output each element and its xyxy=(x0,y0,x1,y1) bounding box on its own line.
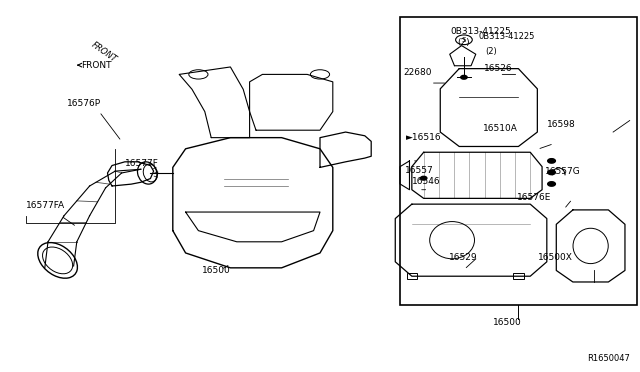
Text: (2): (2) xyxy=(457,38,470,47)
Text: 0B313-41225: 0B313-41225 xyxy=(478,32,534,41)
Text: ►16516: ►16516 xyxy=(406,133,442,142)
Text: R1650047: R1650047 xyxy=(588,355,630,363)
Text: 16557G: 16557G xyxy=(545,167,581,176)
Text: 16546: 16546 xyxy=(412,177,440,186)
Text: 16510A: 16510A xyxy=(483,124,518,133)
Circle shape xyxy=(548,170,556,175)
Bar xyxy=(400,17,637,305)
Text: 22680: 22680 xyxy=(403,68,432,77)
Text: (2): (2) xyxy=(485,47,497,56)
Text: FRONT: FRONT xyxy=(90,41,118,64)
Text: 16557: 16557 xyxy=(405,166,434,175)
Bar xyxy=(407,273,417,279)
Circle shape xyxy=(420,176,427,180)
Text: FRONT: FRONT xyxy=(78,61,112,70)
Circle shape xyxy=(548,158,556,163)
Circle shape xyxy=(548,182,556,186)
Text: 16598: 16598 xyxy=(547,120,576,129)
Text: 16526: 16526 xyxy=(484,64,513,73)
Text: 16500: 16500 xyxy=(202,266,230,275)
Text: 16500X: 16500X xyxy=(538,253,572,262)
Text: 16577FA: 16577FA xyxy=(26,201,65,210)
Text: S: S xyxy=(461,37,466,43)
Text: 16529: 16529 xyxy=(449,253,478,262)
Text: 16577F: 16577F xyxy=(125,158,159,167)
Text: 16500: 16500 xyxy=(493,318,522,327)
Text: 16576P: 16576P xyxy=(67,99,101,108)
Bar xyxy=(513,273,524,279)
Text: 0B313-41225: 0B313-41225 xyxy=(450,27,511,36)
Text: 16576E: 16576E xyxy=(517,193,552,202)
Circle shape xyxy=(461,76,467,79)
